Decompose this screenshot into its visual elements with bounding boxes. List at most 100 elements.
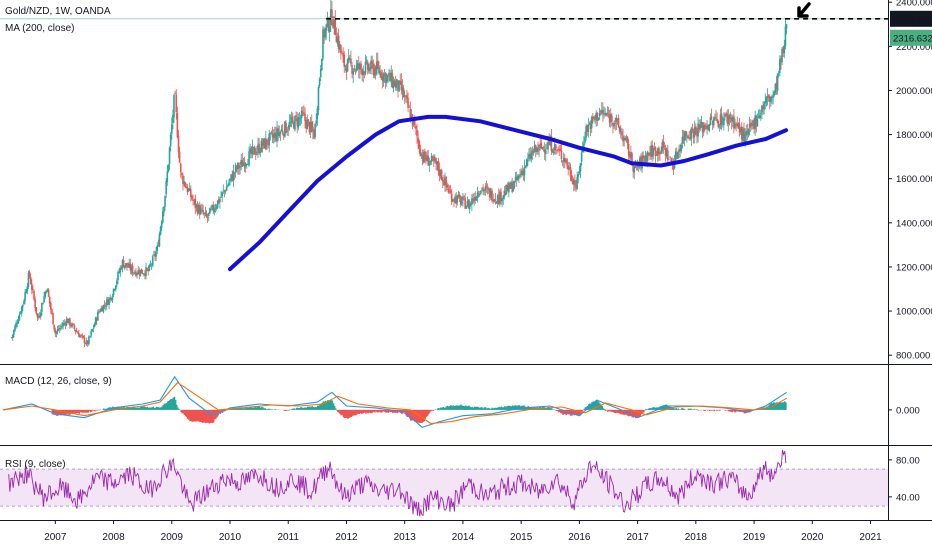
candle-body [150, 264, 153, 266]
candle-body [246, 164, 248, 166]
macd-histogram-bar [480, 407, 483, 410]
candle-body [537, 149, 539, 152]
macd-histogram-bar [641, 409, 644, 413]
candle-body [762, 105, 764, 109]
macd-histogram-bar [777, 402, 779, 410]
candle-body [353, 68, 356, 70]
candle-body [403, 95, 406, 97]
candle-body [42, 303, 44, 305]
macd-histogram-bar [340, 409, 343, 416]
macd-histogram-bar [334, 408, 337, 410]
macd-histogram-bar [93, 409, 95, 411]
candle-body [347, 57, 350, 60]
macd-histogram-bar [203, 409, 206, 423]
candle-body [179, 163, 182, 172]
candle-body [699, 126, 702, 129]
candle-body [326, 17, 329, 26]
candle-body [191, 195, 193, 200]
candle-body [47, 289, 50, 297]
macd-histogram-bar [583, 408, 586, 410]
candle-body [426, 154, 428, 161]
candle-body [702, 125, 705, 131]
candle-body [649, 152, 651, 156]
macd-histogram-bar [356, 409, 358, 415]
candle-body [140, 268, 143, 274]
macd-histogram-bar [142, 406, 144, 410]
macd-histogram-bar [691, 409, 693, 410]
candle-body [67, 318, 70, 323]
macd-histogram-bar [517, 405, 520, 410]
candle-body [195, 204, 198, 207]
candle-body [476, 192, 479, 198]
candle-body [43, 295, 45, 303]
candle-body [222, 190, 225, 192]
candle-body [248, 151, 250, 166]
macd-histogram-bar [582, 409, 584, 411]
macd-histogram-bar [577, 409, 580, 416]
macd-histogram-bar [730, 409, 732, 412]
candle-body [543, 149, 546, 153]
macd-histogram-bar [715, 409, 718, 411]
macd-histogram-bar [301, 407, 303, 410]
macd-histogram-bar [453, 406, 456, 410]
candle-body [22, 304, 24, 307]
candle-body [278, 132, 281, 137]
candle-body [692, 130, 695, 138]
macd-histogram-bar [477, 406, 479, 410]
macd-histogram-bar [609, 409, 611, 412]
candle-body [708, 125, 711, 131]
candle-body [616, 119, 619, 120]
macd-histogram-bar [379, 409, 382, 413]
candle-body [315, 120, 318, 124]
candle-body [785, 24, 788, 29]
candle-body [301, 112, 304, 114]
macd-histogram-bar [657, 407, 660, 410]
candle-body [457, 194, 460, 197]
macd-histogram-bar [704, 409, 707, 411]
macd-histogram-bar [456, 405, 459, 410]
candle-body [592, 116, 594, 119]
candle-body [145, 267, 147, 277]
candle-body [422, 152, 425, 163]
macd-histogram-bar [156, 407, 159, 410]
macd-histogram-bar [677, 408, 680, 410]
candle-body [118, 272, 120, 274]
macd-histogram-bar [208, 409, 210, 424]
candle-body [396, 79, 398, 85]
macd-histogram-bar [115, 407, 118, 410]
candle-body [370, 60, 372, 70]
macd-histogram-bar [267, 408, 270, 410]
candle-body [148, 264, 151, 271]
candle-body [506, 185, 509, 192]
macd-histogram-bar [174, 399, 177, 410]
macd-histogram-bar [476, 406, 478, 410]
macd-histogram-bar [607, 409, 609, 412]
candle-body [400, 81, 403, 91]
macd-histogram-bar [358, 409, 361, 414]
macd-histogram-bar [759, 409, 761, 410]
macd-label: MACD (12, 26, close, 9) [5, 376, 112, 387]
candle-body [661, 142, 664, 152]
candle-body [583, 143, 585, 147]
candle-body [170, 124, 173, 134]
macd-histogram-bar [462, 405, 465, 410]
candle-body [756, 118, 759, 127]
macd-histogram-bar [57, 409, 59, 416]
macd-histogram-bar [498, 406, 501, 410]
candle-body [41, 303, 43, 312]
macd-histogram-bar [166, 401, 169, 410]
macd-histogram-bar [463, 406, 466, 410]
macd-histogram-bar [416, 409, 419, 423]
candle-body [532, 151, 535, 153]
candle-body [141, 273, 144, 274]
macd-histogram-bar [106, 408, 109, 410]
candle-body [625, 137, 628, 139]
macd-histogram-bar [201, 409, 204, 423]
macd-histogram-bar [473, 406, 476, 410]
candle-body [78, 333, 80, 337]
candle-body [617, 118, 620, 128]
candle-body [146, 268, 148, 270]
candle-body [20, 306, 23, 314]
candle-body [162, 211, 164, 223]
